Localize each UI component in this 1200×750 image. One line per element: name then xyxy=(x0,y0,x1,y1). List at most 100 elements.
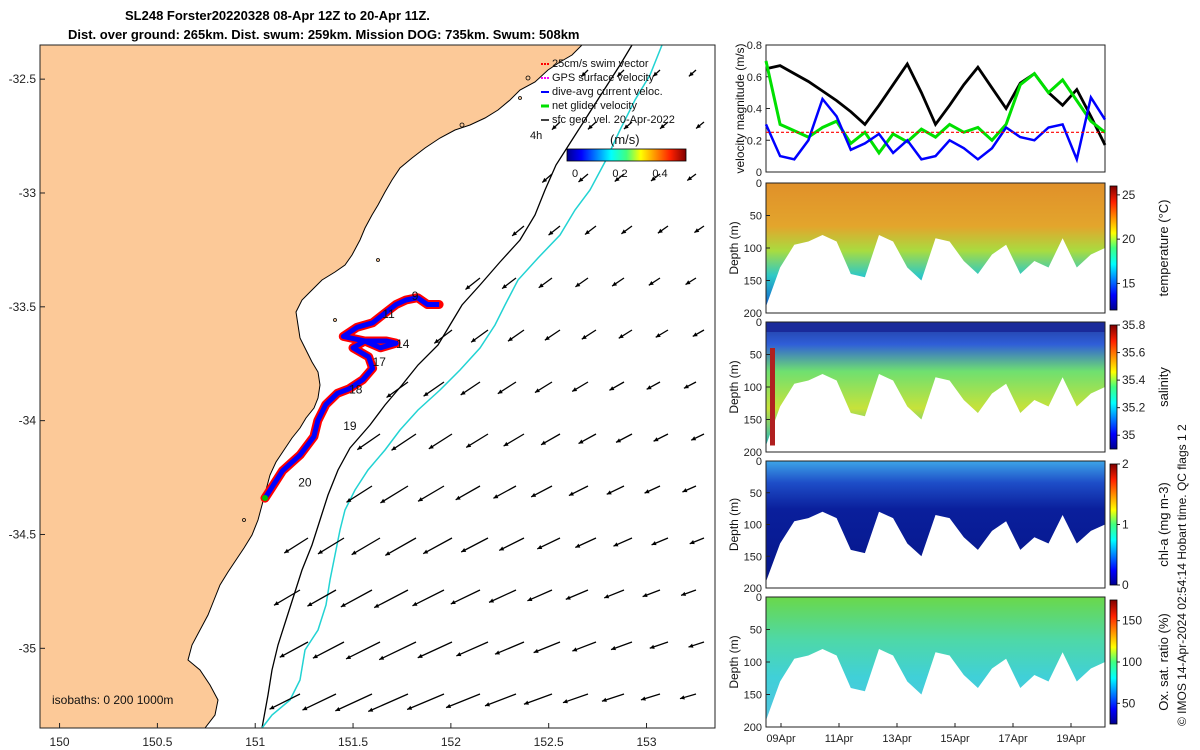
velocity-frame xyxy=(765,44,1106,173)
velocity-vector xyxy=(269,693,301,710)
velocity-vector-head xyxy=(368,707,374,712)
section-xtick-label: 19Apr xyxy=(1056,733,1086,745)
velocity-vector-head xyxy=(687,176,693,181)
velocity-vector xyxy=(346,485,373,503)
velocity-vector xyxy=(456,641,489,657)
velocity-vector xyxy=(488,589,517,603)
velocity-vector-head xyxy=(688,643,694,648)
velocity-vector-head xyxy=(302,706,308,711)
velocity-vector-head xyxy=(537,545,543,549)
velocity-vector-head xyxy=(273,601,279,606)
velocity-vector xyxy=(494,641,525,655)
velocity-vector-head xyxy=(335,707,341,711)
map-colorbar-tick-0: 0 xyxy=(572,168,578,180)
velocity-vector-head xyxy=(465,284,471,290)
velocity-vector xyxy=(317,537,345,555)
velocity-vector-head xyxy=(512,231,517,236)
velocity-vector-head xyxy=(604,594,610,599)
section-ytick-label: 0 xyxy=(756,456,762,468)
colorbar-tick-label: 35.2 xyxy=(1122,401,1146,415)
colorbar-label: salinity xyxy=(1156,367,1171,407)
section-ytick-label: 100 xyxy=(744,382,762,394)
velocity-vector-head xyxy=(466,443,472,448)
velocity-vector-head xyxy=(568,491,574,496)
velocity-vector xyxy=(279,641,309,658)
velocity-vector-head xyxy=(655,333,661,338)
velocity-vector-head xyxy=(606,490,612,495)
velocity-vector-head xyxy=(379,655,385,660)
section-panel-sal: 0 50 100 150 200 Depth (m) 35 35.2 35.4 35.6 35.8 s… xyxy=(727,317,1171,459)
map-xtick-label: 151.5 xyxy=(338,735,368,749)
velocity-vector-head xyxy=(640,696,646,701)
isobath-200m xyxy=(261,44,633,729)
velocity-vector-head xyxy=(657,228,663,234)
velocity-vector xyxy=(455,485,481,501)
velocity-vector-head xyxy=(531,492,537,497)
map-colorbar-label: (m/s) xyxy=(610,132,640,147)
track-day-labels: 9 11 14 17 18 19 20 xyxy=(298,289,418,490)
map-ytick-label: -34 xyxy=(19,414,37,428)
colorbar-tick-label: 35.6 xyxy=(1122,346,1146,360)
velocity-vector-head xyxy=(391,446,397,451)
velocity-vector-head xyxy=(692,332,698,337)
map-xtick-label: 151 xyxy=(245,735,265,749)
velocity-vector-head xyxy=(423,549,429,554)
section-ytick-label: 50 xyxy=(750,625,762,637)
velocity-series-line xyxy=(764,60,1106,156)
section-ytick-label: 150 xyxy=(744,551,762,563)
velocity-vector-head xyxy=(660,124,665,129)
velocity-vector-head xyxy=(617,71,622,77)
velocity-vector-head xyxy=(317,549,323,554)
velocity-vector-head xyxy=(279,653,285,658)
velocity-vector-head xyxy=(587,124,593,130)
colorbar-tick-label: 50 xyxy=(1122,696,1136,710)
velocity-vector xyxy=(367,693,409,713)
section-ytick-label: 50 xyxy=(750,211,762,223)
velocity-vector-head xyxy=(683,384,689,389)
velocity-vector-head xyxy=(548,230,554,236)
velocity-vector-head xyxy=(417,653,423,658)
map-colorbar: (m/s) 0 0.2 0.4 xyxy=(566,132,687,180)
velocity-vector xyxy=(484,693,517,707)
salinity-surface-band xyxy=(766,322,1105,332)
section-ylabel: Depth (m) xyxy=(727,221,741,274)
velocity-vector-head xyxy=(493,494,499,499)
isobath-note: isobaths: 0 200 1000m xyxy=(52,693,173,707)
velocity-ytick-label: 0.2 xyxy=(747,135,762,147)
velocity-vector-head xyxy=(613,542,619,547)
section-data-area xyxy=(766,461,1105,582)
velocity-vector-head xyxy=(618,334,624,339)
velocity-vector-head xyxy=(649,644,655,649)
velocity-vector xyxy=(373,589,409,609)
section-data-area xyxy=(766,183,1105,307)
salinity-spike xyxy=(770,348,775,446)
section-xtick-label: 15Apr xyxy=(940,733,970,745)
velocity-vector-head xyxy=(679,695,685,700)
colorbar-label: Ox. sat. ratio (%) xyxy=(1156,613,1171,711)
glider-track xyxy=(260,293,444,503)
velocity-ylabel: velocity magnitude (m/s) xyxy=(733,43,747,173)
colorbar-tick-label: 20 xyxy=(1122,232,1136,246)
section-ytick-label: 200 xyxy=(744,583,762,595)
track-day-label: 14 xyxy=(396,337,410,351)
velocity-vector xyxy=(378,641,417,661)
velocity-vector-head xyxy=(284,548,290,554)
section-panel-temp: 0 50 100 150 200 Depth (m) 15 20 25 temperature (… xyxy=(727,178,1171,320)
velocity-series-line xyxy=(764,94,1107,164)
section-ytick-label: 150 xyxy=(744,415,762,427)
section-xtick-label: 09Apr xyxy=(766,733,796,745)
velocity-vector-head xyxy=(346,655,352,659)
section-ytick-label: 150 xyxy=(744,276,762,288)
velocity-vector-head xyxy=(650,176,656,181)
section-panel-chl: 0 50 100 150 200 Depth (m) 0 1 2 chl-a (mg m-3) xyxy=(727,456,1171,595)
section-ytick-label: 200 xyxy=(744,722,762,734)
velocity-vector-head xyxy=(380,498,386,503)
velocity-vector-head xyxy=(542,177,548,183)
velocity-vector-head xyxy=(489,598,495,603)
map-ytick-label: -34.5 xyxy=(9,527,37,541)
map-xtick-label: 153 xyxy=(637,735,657,749)
velocity-vector-head xyxy=(616,438,622,443)
colorbar-tick-label: 1 xyxy=(1122,518,1129,532)
section-ytick-label: 0 xyxy=(756,592,762,604)
velocity-vector-head xyxy=(471,337,477,343)
